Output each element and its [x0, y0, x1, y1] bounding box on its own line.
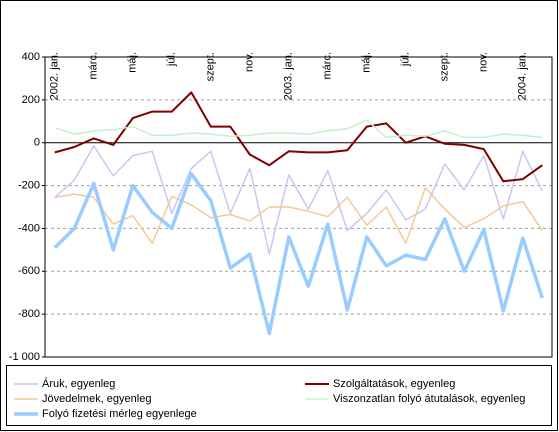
y-tick-label: -1 000 [9, 351, 40, 363]
y-tick-label: -200 [18, 179, 40, 191]
series-line [54, 186, 543, 245]
x-tick-label: júl. [166, 52, 178, 67]
legend-label: Viszonzatlan folyó átutalások, egyenleg [333, 393, 525, 405]
legend-label: Áruk, egyenleg [42, 377, 115, 390]
legend-label: Jövedelmek, egyenleg [42, 393, 151, 405]
y-tick-label: -600 [18, 265, 40, 277]
series-line [53, 172, 544, 336]
x-tick-label: 2003. jan. [283, 52, 295, 100]
plot-frame [44, 56, 553, 358]
y-tick-label: -800 [18, 308, 40, 320]
x-tick-label: máj. [361, 52, 373, 73]
x-tick-label: júl. [400, 52, 412, 67]
x-tick-label: szept. [205, 52, 217, 81]
y-tick-label: -400 [18, 222, 40, 234]
x-tick-label: 2002. jan. [49, 52, 61, 100]
x-tick-label: nov. [244, 52, 256, 72]
y-tick-label: 200 [22, 94, 40, 106]
series-line [54, 91, 543, 183]
y-tick-label: 400 [22, 51, 40, 63]
series-line [54, 119, 543, 139]
x-tick-label: márc. [88, 52, 100, 80]
x-tick-label: nov. [478, 52, 490, 72]
series-line [54, 145, 543, 255]
y-tick-label: 0 [34, 137, 40, 149]
legend-label: Szolgáltatások, egyenleg [333, 378, 455, 390]
legend-box [6, 365, 552, 426]
x-tick-label: 2004. jan. [517, 52, 529, 100]
x-tick-label: máj. [127, 52, 139, 73]
x-tick-label: szept. [439, 52, 451, 81]
x-tick-label: márc. [322, 52, 334, 80]
legend-label: Folyó fizetési mérleg egyenlege [42, 408, 197, 420]
